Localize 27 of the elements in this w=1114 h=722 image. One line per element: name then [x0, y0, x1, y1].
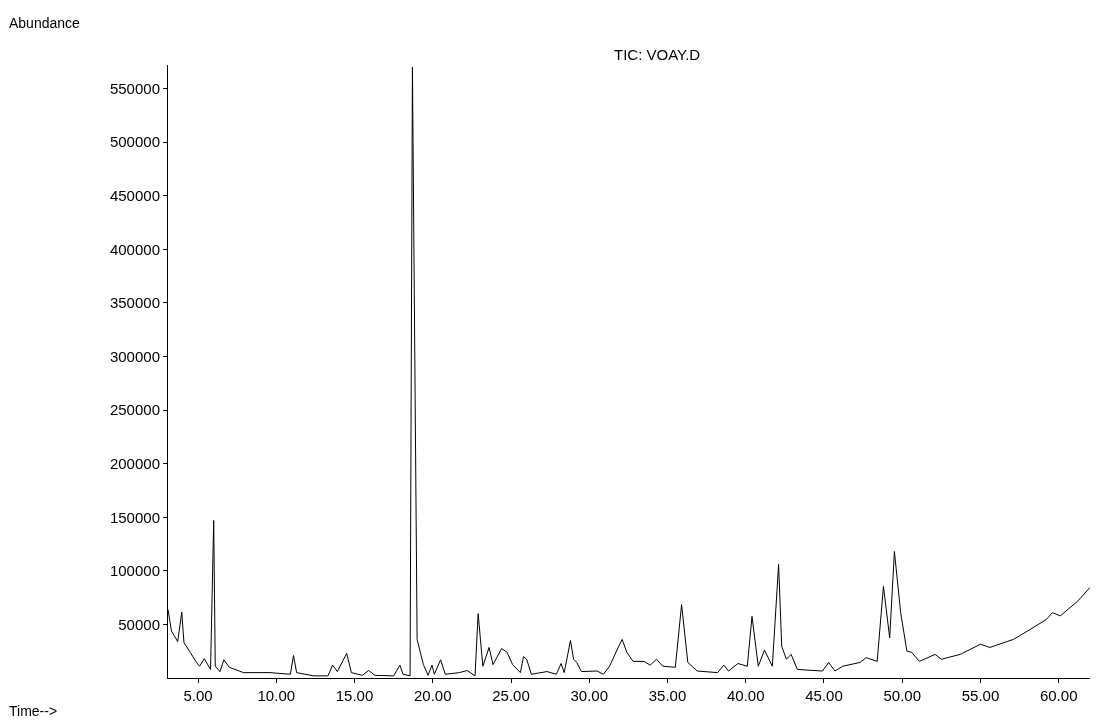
x-tick-label: 15.00	[335, 687, 374, 704]
y-axis-title: Abundance	[9, 15, 81, 31]
chart-title: TIC: VOAY.D	[614, 46, 701, 63]
y-tick-label: 550000	[109, 79, 160, 97]
x-tick-label: 50.00	[883, 687, 921, 704]
x-tick-label: 45.00	[805, 687, 843, 704]
y-tick-label: 50000	[118, 615, 160, 633]
y-tick-label: 250000	[109, 401, 160, 419]
x-tick-label: 5.00	[183, 687, 213, 704]
y-tick-label: 300000	[109, 347, 160, 365]
x-tick-label: 20.00	[414, 687, 452, 704]
x-tick-label: 25.00	[492, 687, 530, 704]
y-tick-label: 200000	[109, 454, 160, 472]
y-tick-label: 150000	[109, 508, 160, 526]
y-tick-label: 350000	[109, 294, 160, 312]
x-tick-label: 40.00	[726, 687, 765, 704]
y-tick-label: 400000	[109, 240, 160, 258]
y-tick-label: 450000	[109, 186, 160, 204]
x-tick-label: 30.00	[570, 687, 609, 704]
x-tick-label: 35.00	[648, 687, 687, 704]
y-tick-label: 100000	[109, 562, 160, 580]
y-tick-label: 500000	[109, 133, 160, 151]
x-tick-label: 55.00	[961, 687, 1000, 704]
x-tick-label: 10.00	[257, 687, 296, 704]
line-series	[168, 66, 1090, 677]
x-tick-label: 60.00	[1039, 687, 1078, 704]
x-axis-title: Time-->	[9, 703, 58, 719]
